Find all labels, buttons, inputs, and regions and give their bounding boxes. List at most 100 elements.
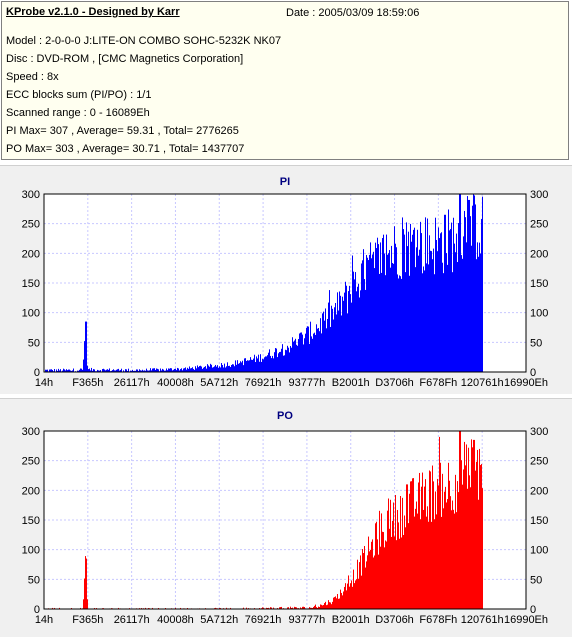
data-bar <box>433 481 434 609</box>
data-bar <box>462 259 463 372</box>
data-bar <box>83 360 84 372</box>
data-spike <box>85 559 87 609</box>
data-bar <box>416 502 417 609</box>
data-bar <box>366 255 367 372</box>
data-bar <box>215 365 216 372</box>
data-bar <box>436 514 437 609</box>
data-bar <box>334 307 335 372</box>
y-tick-label-left: 200 <box>22 485 40 497</box>
data-bar <box>128 369 129 372</box>
data-bar <box>387 255 388 372</box>
data-bar <box>185 367 186 372</box>
data-bar <box>299 333 300 372</box>
data-bar <box>395 244 396 372</box>
data-bar <box>352 587 353 609</box>
data-bar <box>407 246 408 372</box>
data-bar <box>211 365 212 372</box>
data-bar <box>284 355 285 372</box>
data-bar <box>318 328 319 372</box>
data-bar <box>470 487 471 609</box>
y-tick-label-left: 150 <box>22 278 40 290</box>
data-bar <box>331 306 332 372</box>
data-bar <box>87 599 88 609</box>
data-bar <box>410 224 411 372</box>
data-bar <box>383 532 384 609</box>
data-bar <box>370 242 371 372</box>
data-bar <box>380 242 381 372</box>
po-summary-line: PO Max= 303 , Average= 30.71 , Total= 14… <box>6 143 244 155</box>
data-bar <box>274 352 275 372</box>
data-bar <box>376 522 377 609</box>
data-bar <box>152 369 153 372</box>
data-spike <box>459 194 461 372</box>
x-tick-label: 16990Eh <box>504 614 548 626</box>
data-bar <box>305 334 306 372</box>
y-tick-label-left: 100 <box>22 308 40 320</box>
data-bar <box>401 537 402 609</box>
data-bar <box>369 551 370 609</box>
data-bar <box>390 268 391 372</box>
data-bar <box>210 364 211 372</box>
data-bar <box>388 499 389 609</box>
data-bar <box>373 252 374 372</box>
data-bar <box>374 268 375 372</box>
data-bar <box>217 365 218 372</box>
data-bar <box>356 579 357 609</box>
data-bar <box>367 555 368 609</box>
data-bar <box>198 367 199 372</box>
data-bar <box>364 546 365 609</box>
data-bar <box>470 216 471 372</box>
data-bar <box>467 196 468 372</box>
data-bar <box>234 366 235 372</box>
data-bar <box>168 368 169 372</box>
data-bar <box>304 338 305 372</box>
data-bar <box>420 519 421 609</box>
data-bar <box>377 539 378 609</box>
data-bar <box>424 487 425 609</box>
data-bar <box>212 368 213 372</box>
x-tick-label: 40008h <box>157 614 194 626</box>
data-bar <box>328 600 329 609</box>
data-bar <box>269 349 270 372</box>
data-bar <box>423 266 424 372</box>
data-bar <box>214 366 215 372</box>
x-tick-label: 76921h <box>245 614 282 626</box>
data-bar <box>203 368 204 372</box>
data-bar <box>436 240 437 372</box>
data-bar <box>357 287 358 372</box>
data-bar <box>361 576 362 609</box>
data-bar <box>171 368 172 372</box>
data-bar <box>312 339 313 372</box>
data-bar <box>402 217 403 372</box>
data-bar <box>382 532 383 609</box>
data-bar <box>206 369 207 372</box>
data-bar <box>448 209 449 372</box>
y-tick-label-right: 250 <box>530 456 548 468</box>
data-bar <box>184 368 185 372</box>
data-bar <box>352 255 353 372</box>
data-bar <box>463 469 464 609</box>
data-bar <box>252 360 253 372</box>
data-bar <box>267 355 268 372</box>
data-bar <box>347 584 348 609</box>
data-bar <box>220 367 221 372</box>
data-bar <box>345 282 346 372</box>
data-bar <box>362 549 363 609</box>
data-bar <box>390 500 391 609</box>
y-tick-label-right: 150 <box>530 515 548 527</box>
data-bar <box>458 492 459 609</box>
data-bar <box>480 465 481 609</box>
data-bar <box>342 595 343 609</box>
data-bar <box>434 519 435 609</box>
x-tick-label: 120761h <box>461 377 504 389</box>
data-bar <box>288 348 289 372</box>
data-bar <box>317 329 318 372</box>
data-bar <box>417 514 418 609</box>
data-bar <box>313 334 314 372</box>
data-bar <box>466 444 467 609</box>
y-tick-label-right: 200 <box>530 485 548 497</box>
data-bar <box>405 272 406 372</box>
data-bar <box>370 550 371 609</box>
x-tick-label: D3706h <box>375 377 414 389</box>
